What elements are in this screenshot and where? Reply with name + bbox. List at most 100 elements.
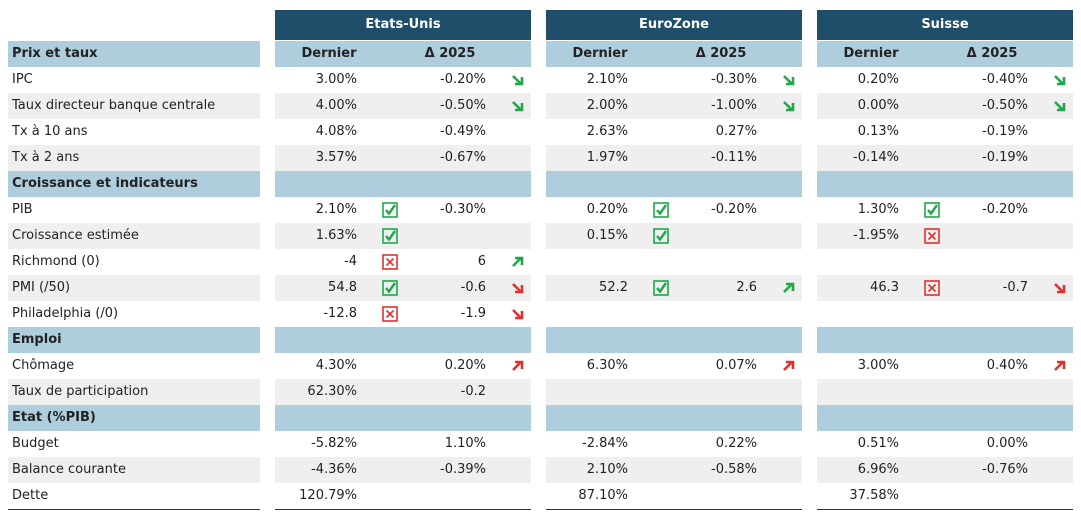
last-value: 0.51%	[857, 436, 899, 451]
last-value: 2.63%	[586, 124, 628, 139]
delta-value: -1.00%	[711, 98, 757, 113]
last-value: 1.97%	[586, 150, 628, 165]
trend-arrow	[510, 98, 526, 114]
last-value: 0.20%	[586, 202, 628, 217]
col-header: Δ 2025	[695, 46, 747, 61]
status-glyph	[382, 306, 398, 322]
status-icon	[652, 279, 670, 297]
status-glyph	[924, 280, 940, 296]
row-bg	[546, 41, 802, 67]
last-value: 4.30%	[315, 358, 357, 373]
row-bg	[817, 275, 1073, 301]
status-icon	[923, 227, 941, 245]
row-bg	[8, 171, 260, 197]
status-icon	[652, 227, 670, 245]
arrow-glyph	[512, 283, 524, 294]
last-value: 87.10%	[578, 488, 628, 503]
status-glyph	[382, 202, 398, 218]
delta-value: -0.19%	[982, 150, 1028, 165]
row-bg	[8, 145, 260, 171]
last-value: 120.79%	[299, 488, 357, 503]
last-value: 62.30%	[307, 384, 357, 399]
col-header: Dernier	[843, 46, 899, 61]
row-label: IPC	[12, 72, 33, 87]
row-bg	[546, 457, 802, 483]
last-value: 1.63%	[315, 228, 357, 243]
delta-value: -0.20%	[711, 202, 757, 217]
last-value: 0.13%	[857, 124, 899, 139]
arrow-glyph	[512, 309, 524, 320]
trend-arrow	[1052, 358, 1068, 374]
row-bg	[275, 145, 531, 171]
delta-value: 0.07%	[715, 358, 757, 373]
delta-value: 0.22%	[715, 436, 757, 451]
row-bg	[546, 145, 802, 171]
row-bg	[817, 223, 1073, 249]
row-bg	[817, 379, 1073, 405]
row-bg	[817, 457, 1073, 483]
row-bg	[275, 93, 531, 119]
row-label: Taux directeur banque centrale	[12, 98, 216, 113]
delta-value: -0.49%	[440, 124, 486, 139]
delta-value: -0.30%	[440, 202, 486, 217]
status-glyph	[653, 280, 669, 296]
arrow-glyph	[783, 101, 795, 112]
trend-arrow	[1052, 280, 1068, 296]
trend-arrow	[510, 254, 526, 270]
row-bg	[546, 223, 802, 249]
row-bg	[817, 145, 1073, 171]
last-value: 2.10%	[315, 202, 357, 217]
delta-value: 0.40%	[986, 358, 1028, 373]
row-label: PIB	[12, 202, 33, 217]
trend-arrow	[510, 358, 526, 374]
row-bg	[275, 171, 531, 197]
trend-arrow	[510, 280, 526, 296]
arrow-glyph	[512, 360, 524, 371]
row-bg	[275, 327, 531, 353]
row-label: Chômage	[12, 358, 75, 373]
trend-arrow	[1052, 72, 1068, 88]
row-label: Richmond (0)	[12, 254, 100, 269]
row-bg	[8, 379, 260, 405]
status-glyph	[382, 280, 398, 296]
status-glyph	[382, 254, 398, 270]
row-bg	[8, 327, 260, 353]
delta-value: -0.6	[460, 280, 486, 295]
row-bg	[546, 405, 802, 431]
arrow-glyph	[783, 360, 795, 371]
last-value: 6.96%	[857, 462, 899, 477]
trend-arrow	[1052, 98, 1068, 114]
last-value: 3.57%	[315, 150, 357, 165]
row-bg	[546, 327, 802, 353]
last-value: 4.00%	[315, 98, 357, 113]
delta-value: -0.7	[1002, 280, 1028, 295]
bottom-rule	[546, 509, 802, 510]
arrow-glyph	[512, 75, 524, 86]
last-value: -0.14%	[853, 150, 899, 165]
row-bg	[8, 457, 260, 483]
arrow-glyph	[783, 75, 795, 86]
col-header: Δ 2025	[966, 46, 1018, 61]
delta-value: 0.00%	[986, 436, 1028, 451]
row-label: Dette	[12, 488, 49, 503]
status-icon	[923, 279, 941, 297]
row-label: Taux de participation	[12, 384, 149, 399]
trend-arrow	[510, 306, 526, 322]
trend-arrow	[781, 98, 797, 114]
delta-value: -0.19%	[982, 124, 1028, 139]
delta-value: -0.2	[460, 384, 486, 399]
row-bg	[8, 275, 260, 301]
last-value: -5.82%	[311, 436, 357, 451]
row-bg	[817, 41, 1073, 67]
country-header: EuroZone	[546, 10, 802, 40]
last-value: -4.36%	[311, 462, 357, 477]
country-header: Etats-Unis	[275, 10, 531, 40]
trend-arrow	[781, 280, 797, 296]
row-bg	[546, 93, 802, 119]
arrow-glyph	[1054, 283, 1066, 294]
status-icon	[381, 201, 399, 219]
delta-value: -0.50%	[982, 98, 1028, 113]
last-value: 6.30%	[586, 358, 628, 373]
trend-arrow	[781, 72, 797, 88]
arrow-glyph	[783, 282, 795, 293]
